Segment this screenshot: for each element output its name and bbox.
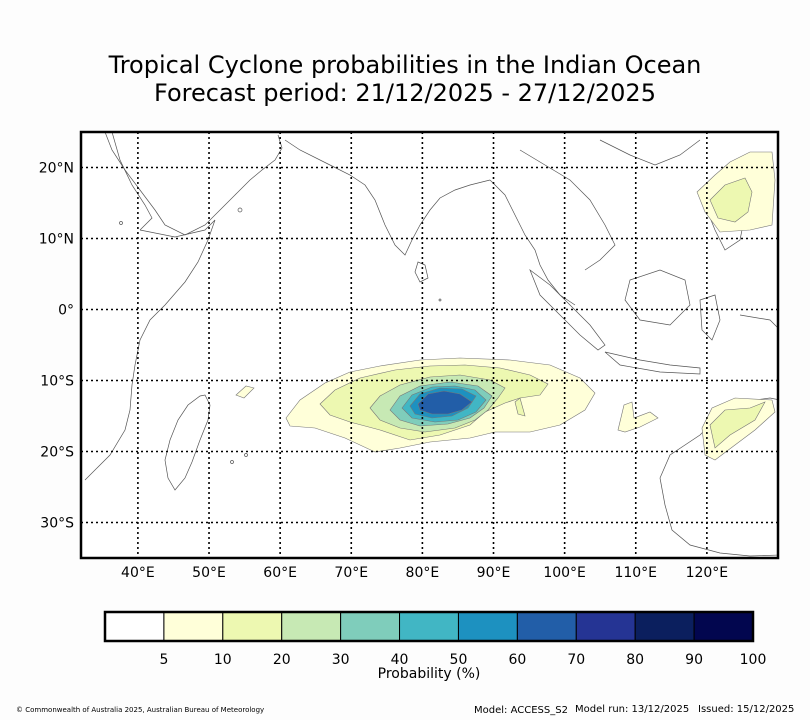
probability-contours bbox=[235, 151, 776, 461]
graticule bbox=[81, 132, 778, 558]
colorbar-tick-label: 20 bbox=[273, 652, 291, 668]
colorbar-tick-label: 10 bbox=[214, 652, 232, 668]
colorbar-swatch bbox=[693, 611, 754, 642]
latitude-tick-label: 30°S bbox=[40, 516, 74, 532]
longitude-tick-label: 80°E bbox=[406, 565, 440, 581]
colorbar-tick-label: 30 bbox=[332, 652, 350, 668]
longitude-tick-label: 60°E bbox=[263, 565, 297, 581]
colorbar-frame bbox=[103, 610, 755, 643]
copyright-note: © Commonwealth of Australia 2025, Austra… bbox=[16, 706, 265, 714]
longitude-tick-label: 40°E bbox=[121, 565, 155, 581]
map-title-line-1: Tropical Cyclone probabilities in the In… bbox=[108, 51, 702, 79]
longitude-tick-label: 70°E bbox=[334, 565, 368, 581]
colorbar-tick-label: 40 bbox=[391, 652, 409, 668]
issued-date: Issued: 15/12/2025 bbox=[698, 704, 795, 715]
colorbar-swatch bbox=[575, 611, 636, 642]
colorbar-swatch bbox=[457, 611, 518, 642]
longitude-labels: 40°E 50°E 60°E 70°E 80°E 90°E 100°E 110°E 120°E bbox=[121, 565, 728, 581]
map-title-line-2: Forecast period: 21/12/2025 - 27/12/2025 bbox=[154, 79, 656, 107]
colorbar-swatch bbox=[516, 611, 577, 642]
longitude-tick-label: 120°E bbox=[686, 565, 729, 581]
colorbar: 5 10 20 30 40 50 60 70 80 90 100 bbox=[103, 610, 767, 668]
latitude-tick-label: 20°N bbox=[39, 161, 74, 177]
colorbar-swatch bbox=[634, 611, 695, 642]
colorbar-tick-label: 5 bbox=[159, 652, 168, 668]
colorbar-tick-label: 50 bbox=[450, 652, 468, 668]
map-background bbox=[81, 132, 778, 558]
longitude-tick-label: 110°E bbox=[614, 565, 657, 581]
colorbar-swatch bbox=[163, 611, 224, 642]
map-frame bbox=[79, 130, 780, 560]
latitude-labels: 20°N 10°N 0° 10°S 20°S 30°S bbox=[39, 161, 74, 532]
colorbar-tick-label: 70 bbox=[567, 652, 585, 668]
colorbar-tick-label: 100 bbox=[740, 652, 767, 668]
model-name: Model: ACCESS_S2 bbox=[474, 705, 568, 716]
longitude-tick-label: 50°E bbox=[192, 565, 226, 581]
colorbar-swatch bbox=[222, 611, 283, 642]
longitude-tick-label: 100°E bbox=[543, 565, 586, 581]
latitude-tick-label: 10°S bbox=[40, 374, 74, 390]
colorbar-tick-label: 80 bbox=[626, 652, 644, 668]
colorbar-tick-label: 60 bbox=[508, 652, 526, 668]
colorbar-tick-label: 90 bbox=[685, 652, 703, 668]
coastlines bbox=[84, 132, 778, 557]
model-run-date: Model run: 13/12/2025 bbox=[575, 704, 690, 715]
colorbar-swatch bbox=[104, 611, 165, 642]
colorbar-swatch bbox=[340, 611, 401, 642]
longitude-tick-label: 90°E bbox=[477, 565, 511, 581]
colorbar-swatch bbox=[281, 611, 342, 642]
colorbar-title: Probability (%) bbox=[378, 666, 481, 682]
latitude-tick-label: 10°N bbox=[39, 232, 74, 248]
latitude-tick-label: 20°S bbox=[40, 445, 74, 461]
latitude-tick-label: 0° bbox=[58, 303, 74, 319]
colorbar-swatch bbox=[399, 611, 459, 642]
